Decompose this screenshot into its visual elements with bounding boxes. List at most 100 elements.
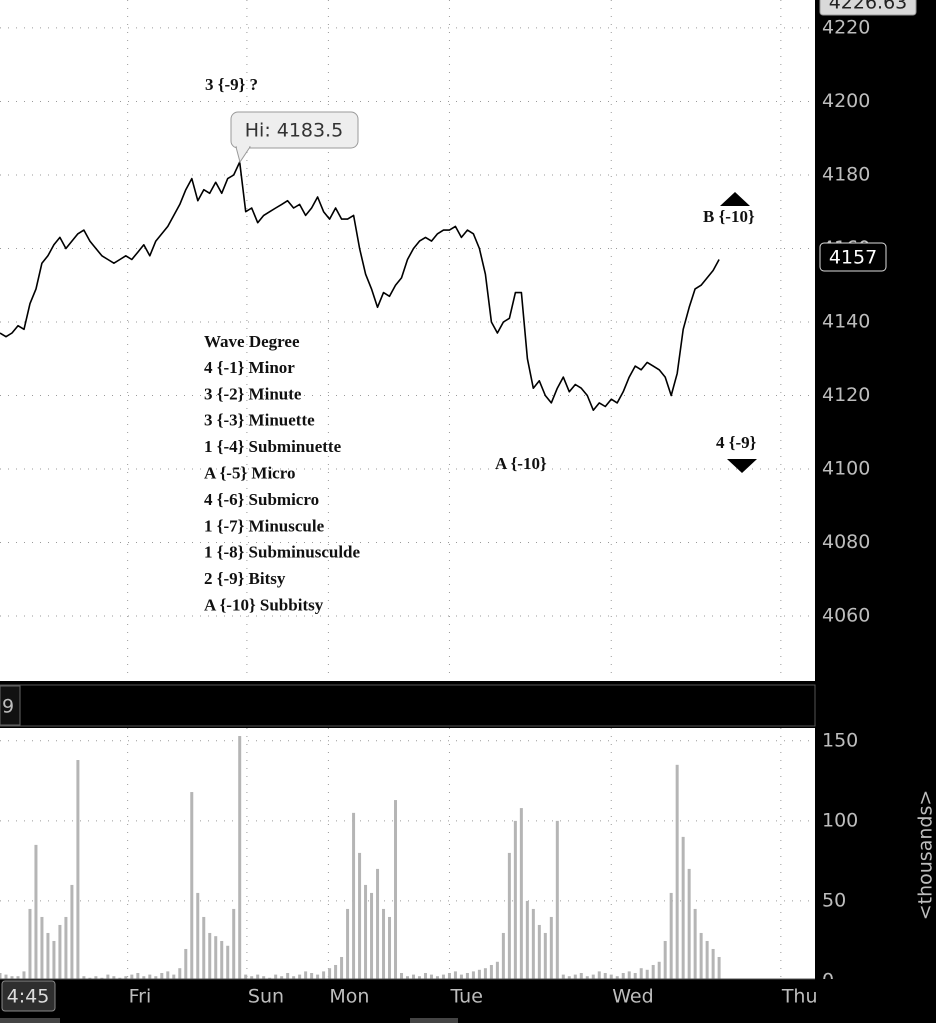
volume-bar bbox=[196, 892, 200, 981]
y-tick-label: 50 bbox=[822, 889, 846, 911]
volume-bar bbox=[513, 820, 517, 981]
volume-bar bbox=[441, 974, 445, 981]
arrow-down bbox=[727, 459, 757, 473]
x-tick-label: Thu bbox=[781, 986, 818, 1008]
volume-bar bbox=[609, 974, 613, 981]
volume-bar bbox=[22, 971, 26, 981]
volume-bar bbox=[483, 968, 487, 981]
annotation: B {-10} bbox=[703, 207, 755, 226]
volume-bar bbox=[184, 948, 188, 981]
volume-bar bbox=[411, 974, 415, 981]
volume-bar bbox=[376, 868, 380, 981]
volume-bar bbox=[40, 916, 44, 981]
volume-bar bbox=[190, 792, 194, 981]
volume-bar bbox=[202, 916, 206, 981]
volume-bar bbox=[160, 972, 164, 981]
volume-bar bbox=[603, 972, 607, 981]
y-tick-label: 4220 bbox=[822, 16, 870, 38]
volume-bar bbox=[178, 968, 182, 981]
volume-bar bbox=[489, 964, 493, 981]
annotation: 3 {-9} ? bbox=[205, 75, 258, 94]
volume-bar bbox=[46, 932, 50, 981]
arrow-up bbox=[720, 192, 750, 206]
volume-bar bbox=[579, 972, 583, 981]
volume-bar bbox=[334, 964, 338, 981]
volume-bar bbox=[172, 974, 176, 981]
volume-bar bbox=[519, 808, 523, 981]
x-tick-label: Tue bbox=[449, 986, 482, 1008]
volume-bar bbox=[244, 974, 248, 981]
volume-bar bbox=[70, 884, 74, 981]
pane-divider bbox=[0, 684, 816, 727]
volume-bar bbox=[220, 940, 224, 981]
price-line bbox=[0, 161, 720, 411]
volume-bar bbox=[621, 972, 625, 981]
volume-bar bbox=[226, 945, 230, 981]
volume-bar bbox=[681, 836, 685, 981]
legend-entry: A {-10} Subbitsy bbox=[204, 596, 324, 615]
volume-bar bbox=[651, 964, 655, 981]
volume-bar bbox=[591, 974, 595, 981]
volume-bar bbox=[639, 968, 643, 981]
volume-bar bbox=[52, 940, 56, 981]
volume-bar bbox=[394, 800, 398, 981]
volume-bar bbox=[471, 971, 475, 981]
volume-bar bbox=[316, 974, 320, 981]
volume-bar bbox=[64, 916, 68, 981]
volume-bar bbox=[675, 764, 679, 981]
legend-entry: A {-5} Micro bbox=[204, 464, 295, 483]
y-tick-label: 4140 bbox=[822, 310, 870, 332]
high-bubble bbox=[230, 111, 359, 149]
volume-bar bbox=[76, 760, 80, 981]
volume-bar bbox=[388, 916, 392, 981]
cursor-time-box bbox=[1, 980, 56, 1012]
volume-bar bbox=[459, 974, 463, 981]
legend-entry: 4 {-6} Submicro bbox=[204, 490, 319, 509]
volume-bar bbox=[274, 974, 278, 981]
legend-entry: 1 {-7} Minuscule bbox=[204, 516, 325, 535]
volume-bar bbox=[400, 972, 404, 981]
top-price: 4226.63 bbox=[829, 0, 908, 14]
volume-bar bbox=[346, 908, 350, 981]
volume-bar bbox=[148, 974, 152, 981]
volume-bar bbox=[561, 974, 565, 981]
volume-bar bbox=[711, 948, 715, 981]
volume-bar bbox=[0, 972, 2, 981]
volume-pane bbox=[0, 728, 815, 980]
top-price-box bbox=[819, 0, 917, 16]
legend-entry: 3 {-2} Minute bbox=[204, 384, 302, 403]
x-tick-label: Sun bbox=[248, 986, 284, 1008]
volume-bar bbox=[699, 932, 703, 981]
y-tick-label: 4080 bbox=[822, 531, 870, 553]
volume-bar bbox=[555, 820, 559, 981]
y-tick-label: 4100 bbox=[822, 458, 870, 480]
volume-bar bbox=[687, 868, 691, 981]
volume-bar bbox=[543, 932, 547, 981]
volume-bar bbox=[298, 974, 302, 981]
last-price-box bbox=[819, 242, 887, 272]
y-tick-label: 4200 bbox=[822, 90, 870, 112]
x-tick-label: Mon bbox=[329, 986, 369, 1008]
volume-bar bbox=[705, 940, 709, 981]
volume-bar bbox=[657, 961, 661, 981]
volume-bar bbox=[166, 971, 170, 981]
scrollbar bbox=[410, 1018, 458, 1023]
high-label: Hi: 4183.5 bbox=[245, 120, 344, 142]
scrollbar bbox=[0, 1018, 60, 1023]
volume-bar bbox=[358, 852, 362, 981]
legend-entry: 2 {-9} Bitsy bbox=[204, 569, 286, 588]
volume-bar bbox=[4, 974, 8, 981]
volume-bar bbox=[322, 971, 326, 981]
volume-bar bbox=[693, 908, 697, 981]
legend-entry: 4 {-1} Minor bbox=[204, 358, 295, 377]
volume-bar bbox=[382, 908, 386, 981]
volume-bar bbox=[537, 924, 541, 981]
volume-bar bbox=[256, 974, 260, 981]
y-tick-label: 150 bbox=[822, 729, 858, 751]
y-tick-label: 100 bbox=[822, 809, 858, 831]
volume-bar bbox=[130, 974, 134, 981]
legend-entry: 3 {-3} Minuette bbox=[204, 411, 315, 430]
last-price: 4157 bbox=[829, 247, 877, 269]
